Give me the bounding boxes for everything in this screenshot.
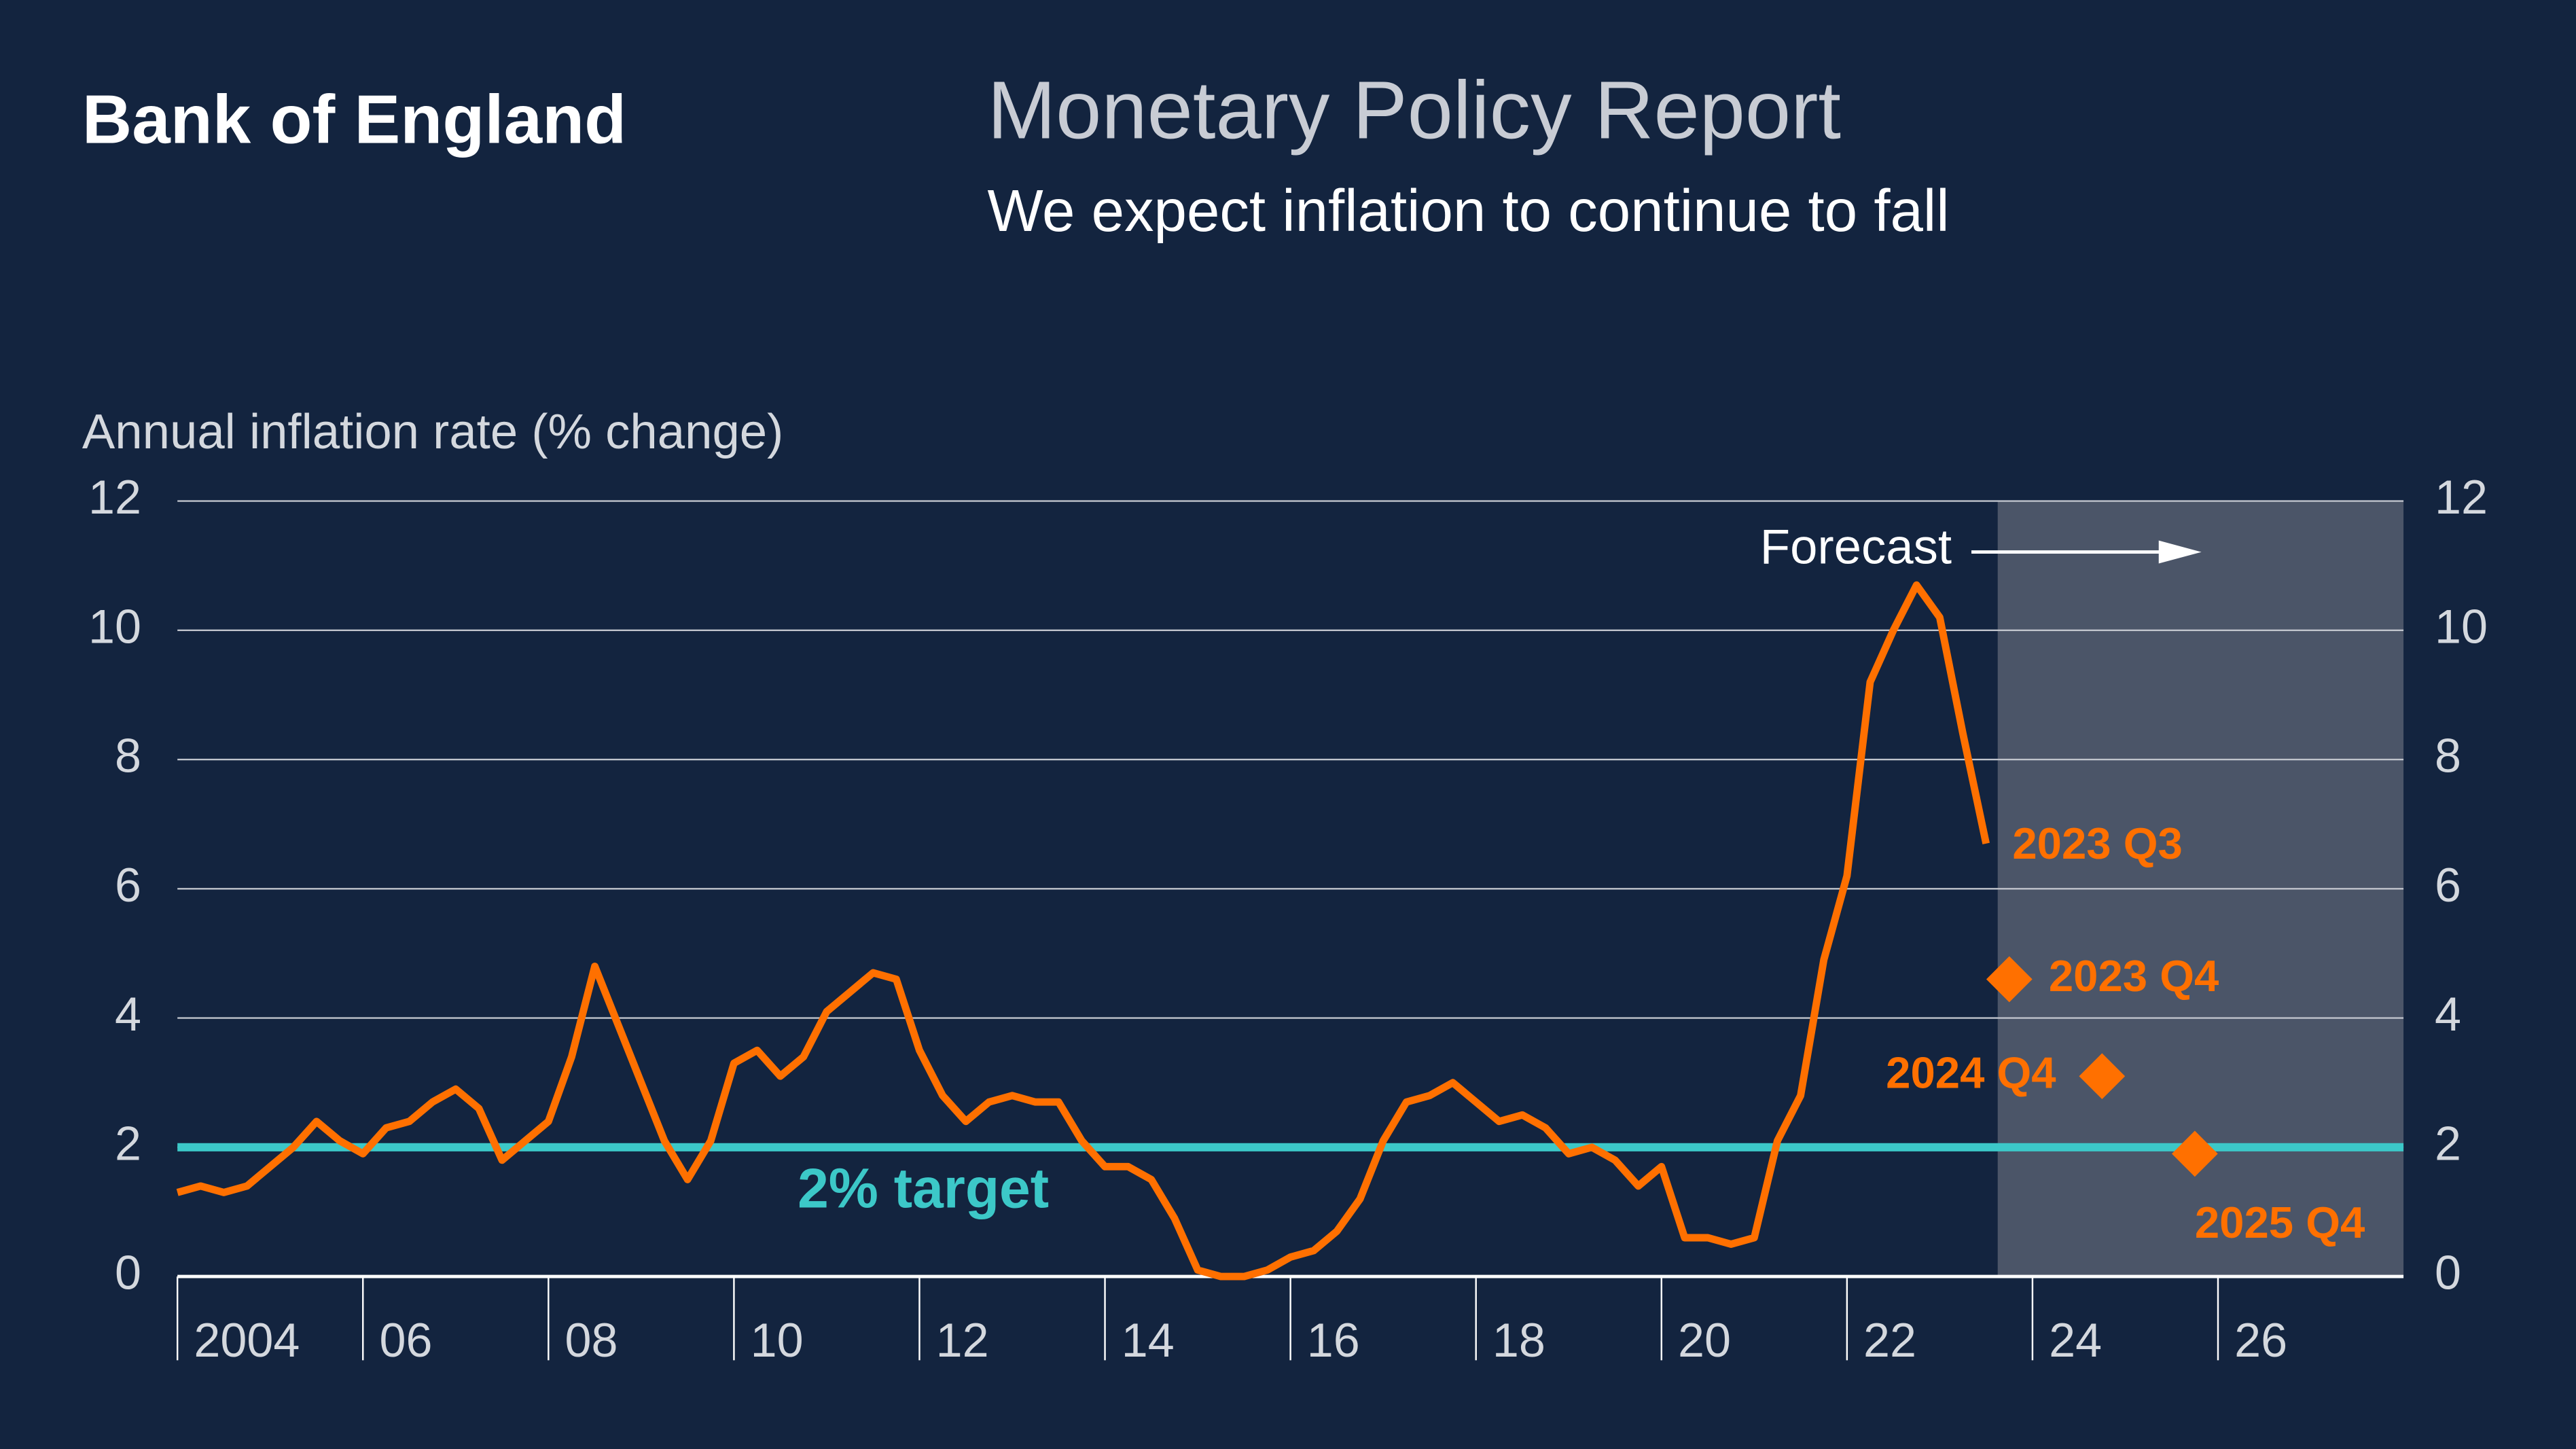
point-label: 2025 Q4 bbox=[2195, 1198, 2365, 1247]
x-tick-label: 14 bbox=[1122, 1314, 1175, 1367]
y-tick-label: 10 bbox=[88, 600, 141, 653]
x-tick-label: 08 bbox=[565, 1314, 618, 1367]
y2-tick-label: 0 bbox=[2435, 1247, 2461, 1300]
y-tick-label: 0 bbox=[115, 1247, 141, 1300]
x-tick-label: 24 bbox=[2049, 1314, 2102, 1367]
end-label: 2023 Q3 bbox=[2012, 819, 2182, 868]
x-tick-label: 22 bbox=[1863, 1314, 1916, 1367]
x-tick-label: 16 bbox=[1307, 1314, 1360, 1367]
y-axis-label: Annual inflation rate (% change) bbox=[82, 404, 783, 459]
forecast-point bbox=[1986, 956, 2033, 1003]
y2-tick-label: 8 bbox=[2435, 730, 2461, 783]
x-tick-label: 06 bbox=[379, 1314, 432, 1367]
x-tick-label: 10 bbox=[751, 1314, 804, 1367]
y-tick-label: 8 bbox=[115, 730, 141, 783]
x-tick-label: 2004 bbox=[194, 1314, 300, 1367]
y2-tick-label: 10 bbox=[2435, 600, 2488, 653]
target-label: 2% target bbox=[798, 1158, 1049, 1219]
forecast-arrowhead bbox=[2158, 540, 2202, 564]
point-label: 2024 Q4 bbox=[1886, 1048, 2056, 1097]
y2-tick-label: 2 bbox=[2435, 1117, 2461, 1170]
x-tick-label: 20 bbox=[1678, 1314, 1731, 1367]
y-tick-label: 2 bbox=[115, 1117, 141, 1170]
x-tick-label: 18 bbox=[1492, 1314, 1545, 1367]
y2-tick-label: 12 bbox=[2435, 471, 2488, 524]
y-tick-label: 12 bbox=[88, 471, 141, 524]
inflation-line bbox=[176, 581, 1990, 1281]
forecast-label: Forecast bbox=[1760, 519, 1952, 574]
x-tick-label: 12 bbox=[936, 1314, 989, 1367]
x-tick-label: 26 bbox=[2234, 1314, 2287, 1367]
brand: Bank of England bbox=[82, 81, 626, 158]
y2-tick-label: 4 bbox=[2435, 988, 2461, 1041]
chart-title: Monetary Policy Report bbox=[987, 65, 1841, 156]
y2-tick-label: 6 bbox=[2435, 859, 2461, 912]
y-tick-label: 6 bbox=[115, 859, 141, 912]
chart-subtitle: We expect inflation to continue to fall bbox=[987, 178, 1949, 244]
y-tick-label: 4 bbox=[115, 988, 141, 1041]
point-label: 2023 Q4 bbox=[2049, 951, 2219, 1001]
